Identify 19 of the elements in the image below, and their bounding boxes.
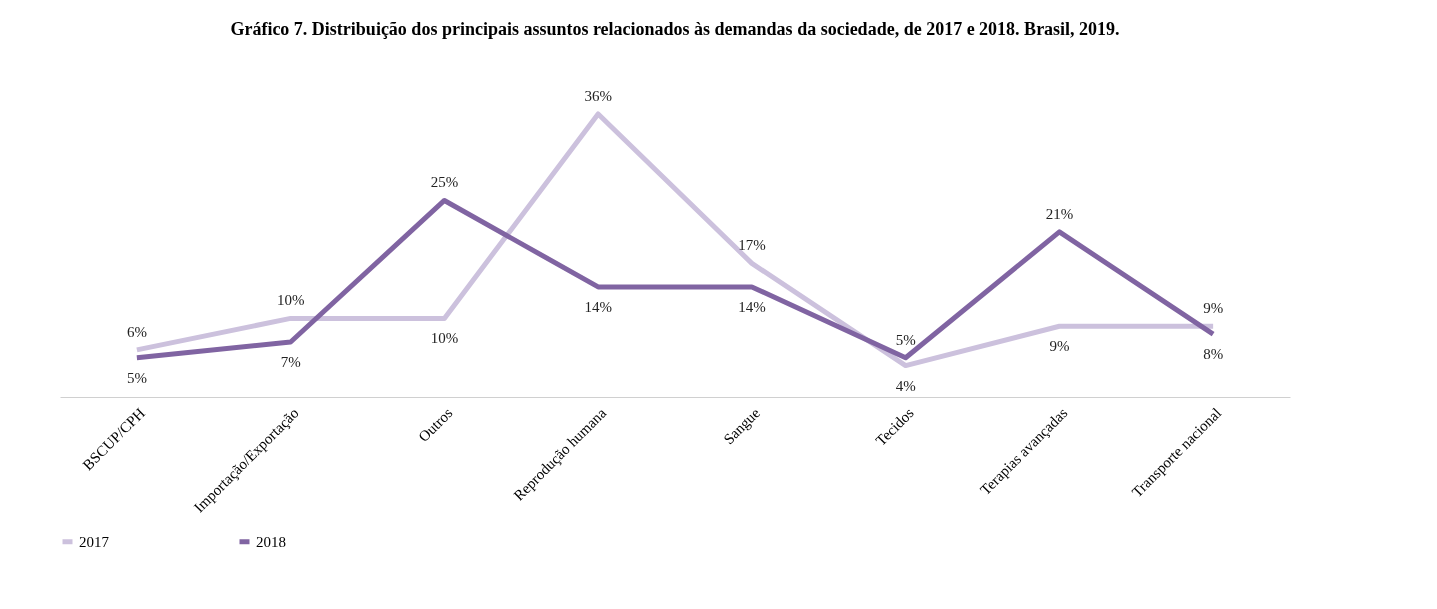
data-label: 7%: [280, 353, 301, 370]
data-label: 36%: [584, 87, 612, 104]
data-label: 25%: [430, 174, 459, 191]
data-label: 5%: [895, 331, 916, 348]
data-label: 9%: [1049, 338, 1070, 355]
data-label: 10%: [430, 330, 459, 347]
data-label: 14%: [584, 298, 612, 315]
data-label: 6%: [126, 323, 147, 340]
data-label: 4%: [895, 377, 916, 394]
data-label: 5%: [126, 369, 147, 386]
data-label: 21%: [1045, 205, 1074, 222]
data-label: 8%: [1203, 346, 1224, 363]
legend-label: 2018: [256, 533, 286, 550]
data-label: 14%: [738, 298, 766, 315]
data-label: 17%: [738, 237, 766, 254]
data-label: 9%: [1203, 300, 1224, 317]
data-label: 10%: [276, 292, 305, 309]
legend-label: 2017: [79, 533, 110, 550]
chart-title: Gráfico 7. Distribuição dos principais assuntos relacionados às demandas da sociedade, de 2017 e 2018. Brasil, 2019.: [230, 18, 1120, 39]
